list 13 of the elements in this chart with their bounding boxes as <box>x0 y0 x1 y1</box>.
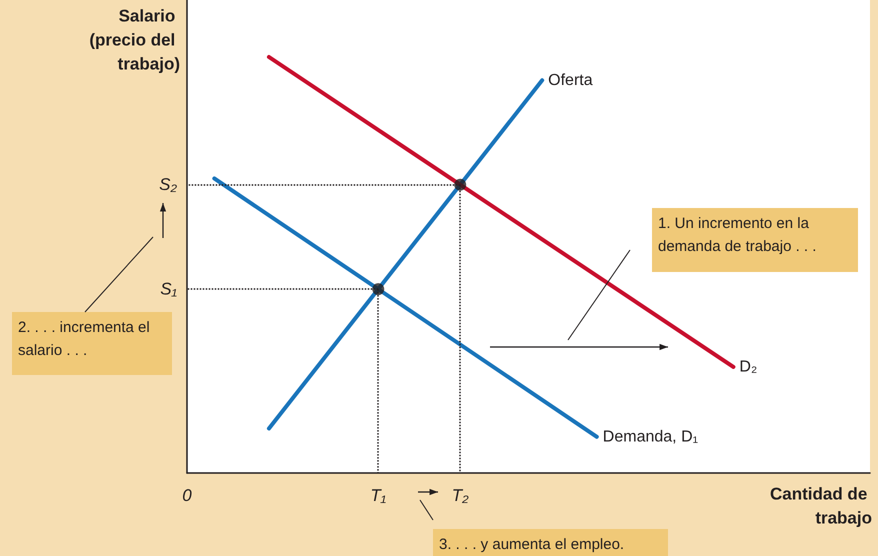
series-label: Oferta <box>548 72 593 89</box>
text: S₂ <box>159 175 178 194</box>
callout-box: 2. . . . incrementa el salario . . . <box>12 312 172 375</box>
x-tick-label: T₁ <box>370 486 386 505</box>
series-label: D₂ <box>739 358 758 376</box>
x-axis-title: Cantidad de trabajo <box>770 484 872 528</box>
series-label: Demanda, D₁ <box>602 428 698 446</box>
y-axis-title: Salario (precio del trabajo) <box>89 6 180 74</box>
x-tick-label: 0 <box>182 486 192 505</box>
x-tick-label: T₂ <box>452 486 470 505</box>
callout-box: 1. Un incremento en la demanda de trabajo . . . <box>652 208 858 272</box>
callout-box: 3. . . . y aumenta el empleo. <box>433 529 668 556</box>
text: S₁ <box>160 280 177 299</box>
